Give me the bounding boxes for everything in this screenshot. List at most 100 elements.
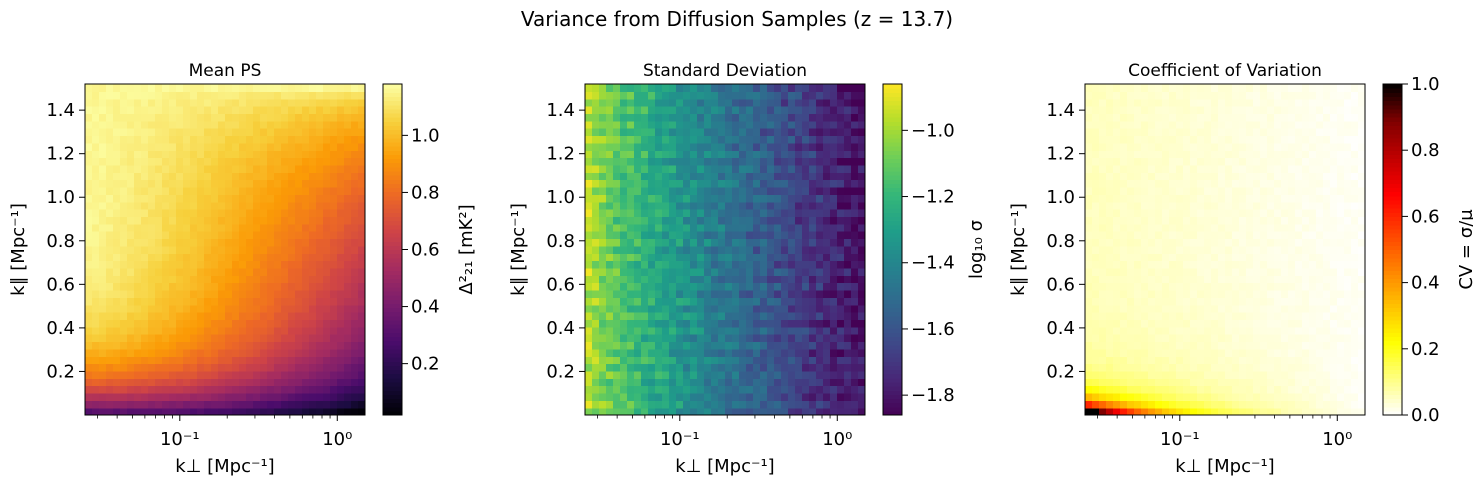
heatmap-cell — [774, 392, 782, 401]
heatmap-cell — [92, 334, 100, 343]
heatmap-cell — [169, 186, 177, 195]
heatmap-cell — [718, 142, 726, 151]
heatmap-cell — [1351, 297, 1359, 306]
heatmap-cell — [197, 282, 205, 291]
heatmap-cell — [662, 326, 670, 335]
heatmap-cell — [260, 98, 268, 107]
heatmap-cell — [1204, 392, 1212, 401]
heatmap-cell — [1141, 238, 1149, 247]
heatmap-cell — [851, 275, 859, 284]
colorbar-segment — [383, 369, 402, 375]
heatmap-cell — [302, 157, 310, 166]
heatmap-cell — [316, 231, 324, 240]
heatmap-cell — [106, 334, 114, 343]
heatmap-cell — [1190, 216, 1198, 225]
heatmap-cell — [323, 98, 331, 107]
heatmap-cell — [1316, 348, 1324, 357]
heatmap-cell — [739, 231, 747, 240]
heatmap-cell — [316, 91, 324, 100]
heatmap-cell — [802, 267, 810, 276]
heatmap-cell — [837, 348, 845, 357]
heatmap-cell — [1323, 209, 1331, 217]
heatmap-cell — [1225, 297, 1233, 306]
heatmap-cell — [697, 128, 705, 137]
heatmap-cell — [1099, 378, 1107, 387]
colorbar-tick-label: −1.6 — [911, 319, 955, 340]
heatmap-cell — [823, 334, 831, 343]
heatmap-cell — [1225, 312, 1233, 320]
heatmap-cell — [1281, 304, 1289, 313]
heatmap-cell — [99, 297, 107, 306]
heatmap-cell — [120, 179, 128, 188]
heatmap-cell — [253, 157, 261, 166]
heatmap-cell — [732, 238, 740, 247]
heatmap-cell — [274, 334, 282, 343]
heatmap-cell — [211, 304, 219, 313]
heatmap-cell — [704, 98, 712, 107]
heatmap-cell — [788, 385, 796, 394]
heatmap-cell — [697, 370, 705, 379]
heatmap-cell — [309, 157, 317, 166]
heatmap-cell — [795, 407, 803, 416]
heatmap-cell — [288, 385, 296, 394]
heatmap-cell — [155, 172, 163, 181]
heatmap-cell — [1204, 209, 1212, 217]
heatmap-cell — [246, 282, 254, 291]
heatmap-cell — [169, 304, 177, 313]
heatmap-cell — [1169, 363, 1177, 372]
heatmap-cell — [267, 341, 275, 350]
heatmap-cell — [1246, 223, 1254, 232]
heatmap-cell — [1155, 312, 1163, 320]
heatmap-cell — [113, 201, 121, 210]
colorbar-segment — [383, 253, 402, 259]
heatmap-cell — [1169, 312, 1177, 320]
heatmap-cell — [106, 378, 114, 387]
heatmap-cell — [802, 407, 810, 416]
heatmap-cell — [858, 407, 866, 416]
heatmap-cell — [620, 260, 628, 269]
heatmap-cell — [232, 186, 240, 195]
heatmap-cell — [704, 363, 712, 372]
heatmap-cell — [1148, 363, 1156, 372]
heatmap-cell — [669, 238, 677, 247]
heatmap-cell — [837, 260, 845, 269]
heatmap-cell — [267, 334, 275, 343]
heatmap-cell — [1183, 385, 1191, 394]
heatmap-cell — [120, 267, 128, 276]
heatmap-cell — [781, 150, 789, 159]
heatmap-cell — [267, 348, 275, 357]
heatmap-cell — [1281, 275, 1289, 284]
heatmap-cell — [344, 400, 352, 409]
heatmap-cell — [92, 135, 100, 144]
heatmap-cell — [288, 356, 296, 365]
heatmap-cell — [669, 216, 677, 225]
heatmap-cell — [190, 238, 198, 247]
heatmap-cell — [323, 209, 331, 217]
heatmap-cell — [795, 348, 803, 357]
heatmap-cell — [1113, 348, 1121, 357]
heatmap-cell — [683, 400, 691, 409]
heatmap-cell — [613, 142, 621, 151]
heatmap-cell — [85, 260, 93, 269]
heatmap-cell — [1134, 319, 1142, 328]
heatmap-cell — [711, 164, 719, 173]
heatmap-cell — [267, 216, 275, 225]
heatmap-cell — [816, 370, 824, 379]
heatmap-cell — [274, 245, 282, 254]
heatmap-cell — [134, 186, 142, 195]
heatmap-cell — [141, 164, 149, 173]
heatmap-cell — [1323, 216, 1331, 225]
heatmap-cell — [148, 150, 156, 159]
heatmap-cell — [676, 385, 684, 394]
heatmap-cell — [274, 113, 282, 122]
heatmap-cell — [1155, 245, 1163, 254]
x-tick-label: 10⁻¹ — [160, 429, 200, 450]
heatmap-cell — [176, 84, 184, 92]
heatmap-cell — [246, 326, 254, 335]
heatmap-cell — [830, 326, 838, 335]
heatmap-cell — [337, 186, 345, 195]
heatmap-cell — [1225, 231, 1233, 240]
heatmap-cell — [267, 385, 275, 394]
heatmap-cell — [1127, 304, 1135, 313]
heatmap-cell — [141, 304, 149, 313]
